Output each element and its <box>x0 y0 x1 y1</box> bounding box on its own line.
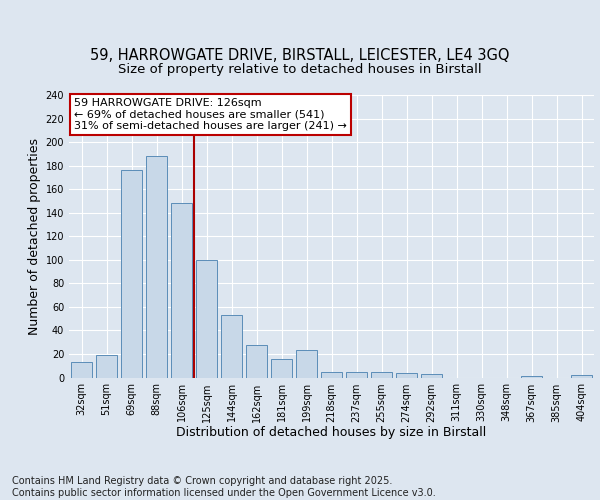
Bar <box>71 362 92 378</box>
X-axis label: Distribution of detached houses by size in Birstall: Distribution of detached houses by size … <box>176 426 487 439</box>
Bar <box>221 315 242 378</box>
Bar <box>321 372 342 378</box>
Bar <box>421 374 442 378</box>
Bar <box>571 375 592 378</box>
Bar <box>371 372 392 378</box>
Bar <box>196 260 217 378</box>
Bar <box>296 350 317 378</box>
Y-axis label: Number of detached properties: Number of detached properties <box>28 138 41 335</box>
Text: 59 HARROWGATE DRIVE: 126sqm
← 69% of detached houses are smaller (541)
31% of se: 59 HARROWGATE DRIVE: 126sqm ← 69% of det… <box>74 98 347 131</box>
Bar <box>346 372 367 378</box>
Bar <box>171 204 192 378</box>
Bar <box>121 170 142 378</box>
Bar <box>396 373 417 378</box>
Bar <box>146 156 167 378</box>
Text: Size of property relative to detached houses in Birstall: Size of property relative to detached ho… <box>118 63 482 76</box>
Text: Contains HM Land Registry data © Crown copyright and database right 2025.
Contai: Contains HM Land Registry data © Crown c… <box>12 476 436 498</box>
Bar <box>521 376 542 378</box>
Text: 59, HARROWGATE DRIVE, BIRSTALL, LEICESTER, LE4 3GQ: 59, HARROWGATE DRIVE, BIRSTALL, LEICESTE… <box>90 48 510 62</box>
Bar <box>271 358 292 378</box>
Bar <box>246 344 267 378</box>
Bar <box>96 355 117 378</box>
